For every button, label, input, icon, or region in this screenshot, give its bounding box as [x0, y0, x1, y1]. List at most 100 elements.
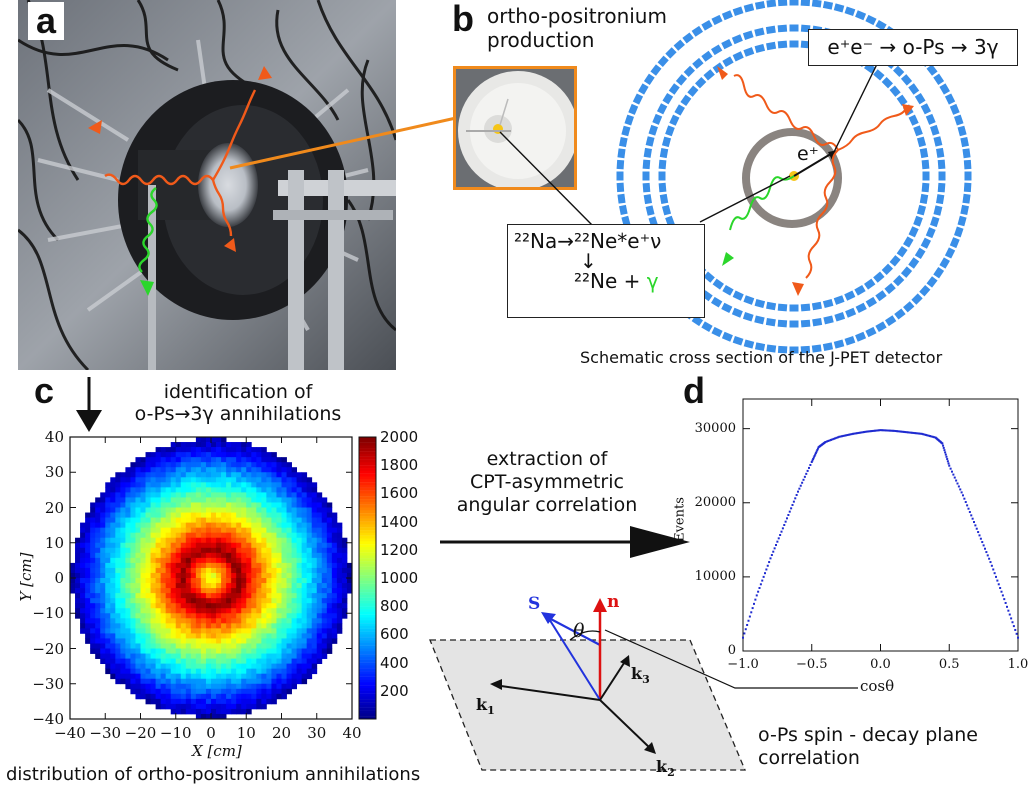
heatmap-cell [241, 593, 247, 599]
heatmap-cell [200, 688, 207, 695]
heatmap-cell [170, 507, 177, 513]
data-point [824, 440, 827, 443]
colorbar-segment [359, 462, 376, 466]
heatmap-cell [231, 462, 237, 468]
heatmap-cell [246, 542, 252, 549]
heatmap-cell [211, 608, 217, 614]
heatmap-cell [145, 643, 151, 649]
heatmap-cell [256, 557, 262, 564]
heatmap-cell [125, 658, 131, 665]
heatmap-cell [185, 683, 192, 690]
heatmap-cell [291, 492, 298, 498]
heatmap-cell [105, 562, 111, 569]
heatmap-cell [185, 598, 192, 604]
heatmap-cell [170, 653, 177, 659]
heatmap-cell [216, 628, 222, 634]
heatmap-cell [271, 502, 277, 508]
heatmap-cell [291, 522, 298, 529]
colorbar-segment [359, 578, 376, 581]
colorbar-segment [359, 671, 376, 675]
heatmap-cell [236, 547, 242, 554]
heatmap-cell [221, 583, 227, 589]
heatmap-cell [95, 537, 101, 544]
data-point [912, 431, 915, 434]
heatmap-cell [281, 688, 287, 695]
heatmap-cell [306, 608, 313, 614]
plot-d-ytick-label: 10000 [694, 568, 736, 584]
heatmap-cell [185, 487, 192, 493]
heatmap-cell [216, 467, 222, 473]
heatmap-cell [306, 527, 313, 534]
heatmap-cell [331, 557, 338, 564]
data-point [770, 554, 773, 557]
heatmap-cell [266, 663, 272, 670]
heatmap-cell [271, 628, 277, 634]
scintillator-strip [754, 315, 765, 325]
data-point [803, 475, 806, 478]
heatmap-cell [150, 598, 157, 604]
heatmap-cell [261, 527, 267, 534]
heatmap-cell [296, 673, 303, 680]
data-point [865, 430, 868, 433]
scintillator-strip [645, 205, 655, 216]
heatmap-xtick-label: 30 [307, 724, 327, 742]
heatmap-cell [200, 527, 207, 534]
heatmap-cell [211, 482, 217, 488]
heatmap-cell [216, 583, 222, 589]
heatmap-cell [205, 653, 212, 659]
heatmap-cell [195, 623, 202, 629]
heatmap-cell [85, 578, 91, 584]
heatmap-cell [80, 618, 86, 624]
heatmap-cell [251, 608, 257, 614]
scintillator-strip [687, 85, 699, 97]
heatmap-cell [316, 567, 323, 574]
heatmap-cell [205, 673, 212, 680]
data-point [838, 435, 841, 438]
heatmap-cell [231, 472, 237, 478]
heatmap-cell [306, 623, 313, 629]
heatmap-cell [185, 562, 192, 569]
heatmap-cell [145, 648, 151, 654]
heatmap-cell [175, 522, 182, 529]
heatmap-cell [296, 648, 303, 654]
heatmap-cell [281, 522, 287, 529]
heatmap-cell [216, 613, 222, 619]
heatmap-cell [336, 603, 343, 609]
heatmap-cell [165, 583, 172, 589]
heatmap-cell [331, 608, 338, 614]
heatmap-cell [326, 623, 333, 629]
colorbar-segment [359, 662, 376, 666]
heatmap-cell [236, 522, 242, 529]
heatmap-cell [261, 618, 267, 624]
scintillator-strip [766, 41, 777, 51]
scintillator-strip [712, 278, 724, 290]
heatmap-cell [170, 442, 177, 448]
heatmap-cell [165, 532, 172, 539]
heatmap-cell [321, 588, 328, 594]
heatmap-cell [130, 492, 136, 498]
heatmap-cell [256, 527, 262, 534]
heatmap-cell [246, 693, 252, 700]
heatmap-cell [100, 628, 106, 634]
heatmap-cell [251, 497, 257, 503]
heatmap-cell [281, 512, 287, 518]
colorbar-segment [359, 710, 376, 714]
heatmap-cell [211, 703, 217, 710]
heatmap-cell [175, 492, 182, 498]
heatmap-cell [336, 522, 343, 529]
heatmap-cell [221, 618, 227, 624]
heatmap-cell [266, 502, 272, 508]
heatmap-cell [120, 512, 126, 518]
heatmap-cell [236, 678, 242, 685]
heatmap-cell [165, 527, 172, 534]
heatmap-cell [150, 638, 157, 644]
heatmap-cell [90, 547, 96, 554]
heatmap-xtick-label: −30 [89, 724, 122, 742]
heatmap-cell [326, 552, 333, 559]
heatmap-cell [261, 683, 267, 690]
heatmap-cell [150, 698, 157, 705]
heatmap-cell [241, 648, 247, 654]
heatmap-cell [130, 477, 136, 483]
heatmap-cell [226, 608, 232, 614]
heatmap-cell [301, 477, 308, 483]
